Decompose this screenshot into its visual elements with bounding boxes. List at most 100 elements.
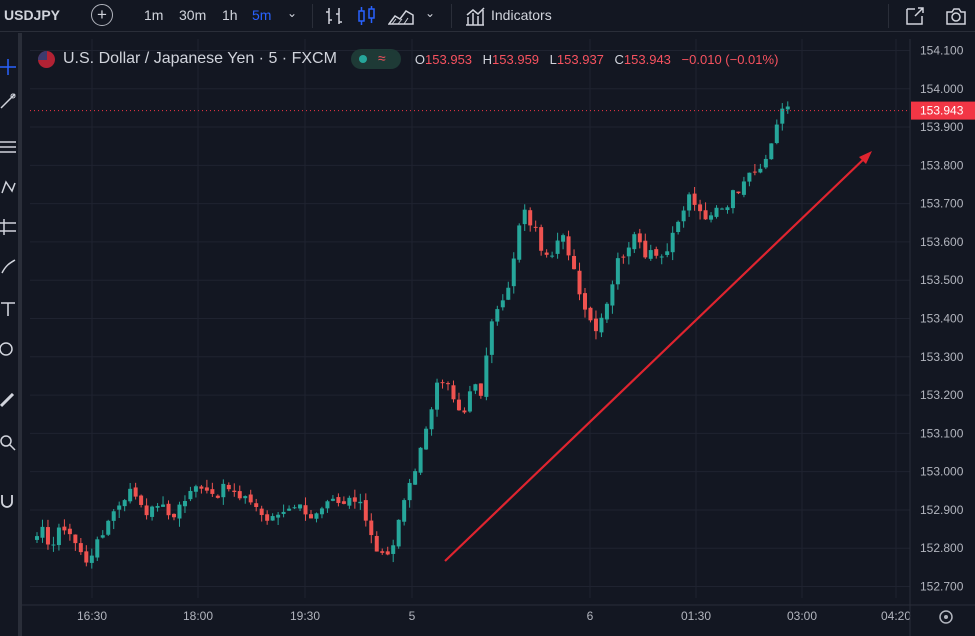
candle-body	[35, 536, 39, 540]
candle-body	[714, 207, 719, 217]
trend-arrow-head	[859, 151, 872, 164]
candle-body	[380, 551, 385, 553]
candle-body	[265, 514, 270, 521]
ruler-icon[interactable]	[0, 393, 16, 409]
camera-icon[interactable]	[945, 5, 967, 27]
candle-body	[413, 471, 418, 485]
candle-body	[424, 428, 429, 450]
fib-icon[interactable]	[0, 139, 16, 155]
forecast-icon[interactable]	[0, 219, 16, 235]
last-price-badge	[911, 101, 975, 120]
candle-body	[287, 508, 292, 511]
text-icon[interactable]	[0, 301, 16, 317]
fullscreen-icon[interactable]	[904, 5, 926, 27]
candle-body	[681, 210, 686, 222]
candle-body	[254, 503, 259, 508]
candle-body	[182, 500, 187, 507]
y-tick-label: 152.800	[920, 541, 964, 555]
interval-5m[interactable]: 5m	[252, 7, 272, 23]
emoji-icon[interactable]	[0, 341, 16, 357]
y-tick-label: 153.700	[920, 197, 964, 211]
gear-icon-ring	[939, 610, 953, 624]
chart-background	[22, 33, 975, 636]
candle-body	[111, 511, 116, 521]
toolbar-divider	[888, 4, 889, 28]
interval-30m[interactable]: 30m	[179, 7, 207, 23]
candle-body	[659, 256, 664, 258]
candle-body	[40, 526, 45, 538]
high-label: H	[482, 51, 493, 67]
zoom-icon[interactable]	[0, 435, 16, 451]
candle-body	[232, 490, 237, 493]
x-tick-label: 18:00	[183, 609, 213, 623]
open-value: 153.953	[425, 51, 473, 67]
candle-body	[478, 383, 483, 396]
candle-body	[248, 494, 253, 503]
candle-body	[632, 234, 637, 250]
candle-body	[276, 514, 281, 518]
chevron-down-icon[interactable]: ⌄	[425, 6, 436, 20]
y-tick-label: 153.500	[920, 273, 964, 287]
candle-body	[763, 158, 768, 168]
ohlc-values: O153.953 H153.959 L153.937 C153.943 −0.0…	[415, 52, 786, 67]
low-value: 153.937	[556, 51, 604, 67]
close-label: C	[614, 51, 624, 67]
candle-body	[692, 193, 697, 205]
candle-body	[610, 284, 615, 306]
candle-body	[599, 317, 604, 333]
market-status-pill[interactable]: ≈	[350, 49, 401, 69]
candle-body	[511, 258, 516, 287]
indicators-icon[interactable]	[464, 5, 486, 27]
candle-body	[172, 513, 176, 518]
candle-body	[259, 508, 264, 516]
chart-top-pad	[22, 33, 975, 39]
y-tick-label: 153.000	[920, 465, 964, 479]
plus-circle-icon[interactable]: +	[91, 4, 113, 26]
candle-body	[117, 505, 122, 510]
candle-body	[144, 505, 149, 516]
candle-body	[720, 208, 724, 210]
chart-title[interactable]: U.S. Dollar / Japanese Yen · 5 · FXCM	[63, 50, 337, 67]
high-value: 153.959	[492, 51, 540, 67]
chart-legend: U.S. Dollar / Japanese Yen · 5 · FXCM ≈ …	[38, 46, 785, 72]
candle-body	[407, 482, 412, 501]
indicators-button[interactable]: Indicators	[491, 7, 552, 23]
brush-icon[interactable]	[0, 259, 16, 275]
candle-body	[446, 383, 450, 385]
candle-body	[89, 555, 94, 563]
candle-body	[462, 410, 467, 413]
candle-body	[615, 258, 620, 285]
pattern-icon[interactable]	[0, 179, 16, 195]
candle-body	[298, 504, 303, 509]
x-tick-label: 16:30	[77, 609, 107, 623]
candle-body	[621, 256, 626, 258]
interval-1m[interactable]: 1m	[144, 7, 164, 23]
candle-body	[698, 204, 703, 212]
candle-body	[358, 501, 363, 504]
candle-chart-icon[interactable]	[356, 5, 378, 27]
candle-body	[215, 495, 220, 498]
candle-body	[435, 382, 440, 410]
candle-body	[440, 382, 445, 384]
price-chart[interactable]: 154.100 154.000 153.900 153.800 153.700 153.6…	[22, 33, 975, 636]
candle-body	[204, 487, 209, 491]
magnet-icon[interactable]	[0, 493, 16, 509]
candle-body	[166, 503, 171, 516]
chevron-down-icon[interactable]: ⌄	[287, 6, 298, 20]
candle-body	[780, 108, 785, 124]
candle-body	[517, 225, 522, 260]
crosshair-icon[interactable]	[0, 59, 16, 75]
area-chart-icon[interactable]	[388, 5, 414, 27]
close-value: 153.943	[623, 51, 671, 67]
interval-1h[interactable]: 1h	[222, 7, 238, 23]
candle-body	[270, 516, 275, 521]
candle-body	[752, 171, 757, 173]
trend-line-icon[interactable]	[0, 93, 16, 109]
candle-body	[665, 251, 670, 255]
symbol-label[interactable]: USDJPY	[4, 7, 61, 23]
bar-chart-icon[interactable]	[324, 5, 346, 27]
candle-body	[363, 500, 368, 521]
candle-body	[221, 483, 226, 498]
candle-body	[769, 143, 774, 160]
candle-body	[484, 355, 489, 397]
